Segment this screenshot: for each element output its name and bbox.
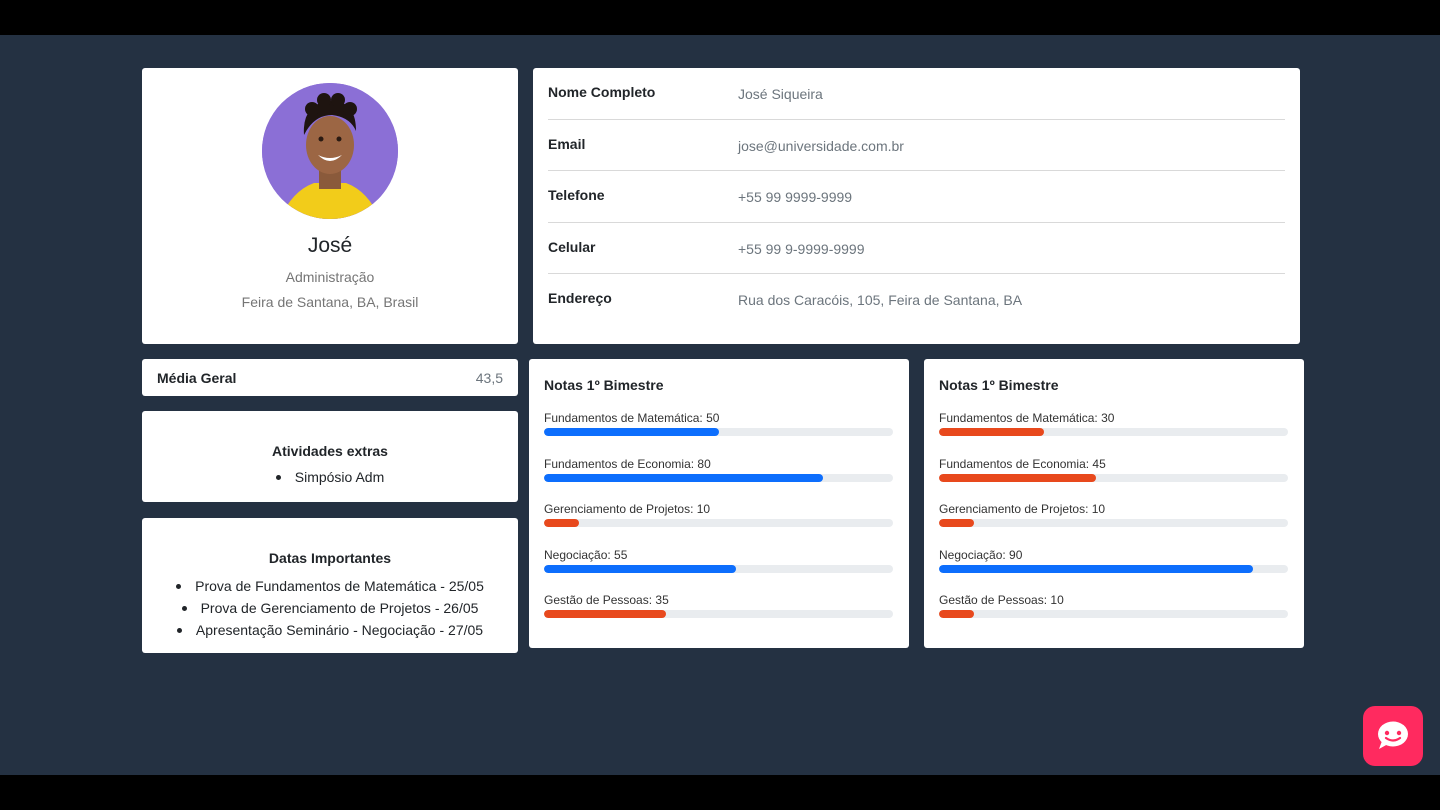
progress-fill: [544, 610, 667, 618]
info-card: Nome Completo José Siqueira Email jose@u…: [533, 68, 1300, 344]
progress-fill: [544, 519, 579, 527]
info-row-telefone: Telefone +55 99 9999-9999: [548, 171, 1285, 223]
grade-label: Fundamentos de Economia: 45: [939, 456, 1106, 471]
list-item: Prova de Fundamentos de Matemática - 25/…: [142, 575, 518, 597]
avatar: [262, 83, 398, 219]
chat-button[interactable]: [1363, 706, 1423, 766]
info-label: Nome Completo: [548, 84, 656, 100]
progress-fill: [939, 473, 1097, 482]
profile-card: José Administração Feira de Santana, BA,…: [142, 68, 518, 344]
grade-item: Fundamentos de Economia: 45: [939, 457, 1288, 503]
grade-label: Negociação: 55: [544, 547, 628, 562]
grades-title: Notas 1º Bimestre: [939, 377, 1059, 393]
progress-track: [544, 610, 893, 618]
progress-track: [939, 519, 1288, 527]
progress-fill: [544, 428, 719, 436]
progress-track: [544, 428, 893, 436]
bullet-icon: [275, 474, 281, 480]
grade-item: Gerenciamento de Projetos: 10: [544, 502, 893, 548]
datas-card: Datas Importantes Prova de Fundamentos d…: [142, 518, 518, 653]
progress-fill: [939, 610, 974, 618]
list-item: Apresentação Seminário - Negociação - 27…: [142, 619, 518, 641]
info-row-nome: Nome Completo José Siqueira: [548, 68, 1285, 120]
chat-bubble-icon: [1378, 721, 1408, 749]
info-value: jose@universidade.com.br: [738, 137, 904, 154]
grade-item: Gestão de Pessoas: 10: [939, 593, 1288, 639]
dashboard: José Administração Feira de Santana, BA,…: [0, 35, 1440, 775]
list-item: Prova de Gerenciamento de Projetos - 26/…: [142, 597, 518, 619]
grade-item: Negociação: 55: [544, 548, 893, 594]
info-label: Endereço: [548, 290, 612, 307]
grade-label: Gerenciamento de Projetos: 10: [939, 502, 1106, 516]
media-geral-value: 43,5: [475, 370, 503, 386]
grade-item: Fundamentos de Matemática: 50: [544, 411, 893, 457]
info-value: José Siqueira: [738, 86, 823, 102]
grades-card-2: Notas 1º Bimestre Fundamentos de Matemát…: [924, 359, 1304, 648]
info-row-celular: Celular +55 99 9-9999-9999: [548, 223, 1285, 275]
grades-title: Notas 1º Bimestre: [544, 377, 664, 393]
progress-track: [939, 610, 1288, 618]
profile-location: Feira de Santana, BA, Brasil: [241, 294, 419, 310]
progress-fill: [544, 473, 824, 482]
profile-course: Administração: [285, 269, 375, 285]
info-value: +55 99 9999-9999: [738, 189, 853, 206]
info-label: Celular: [548, 238, 596, 255]
progress-fill: [939, 564, 1254, 573]
info-label: Telefone: [548, 187, 605, 204]
grade-item: Fundamentos de Economia: 80: [544, 457, 893, 503]
progress-track: [939, 564, 1288, 573]
info-row-endereco: Endereço Rua dos Caracóis, 105, Feira de…: [548, 274, 1285, 326]
datas-title: Datas Importantes: [268, 550, 392, 566]
progress-track: [544, 519, 893, 527]
grade-label: Fundamentos de Matemática: 50: [544, 411, 720, 425]
grade-label: Gestão de Pessoas: 35: [544, 593, 669, 607]
bullet-icon: [176, 627, 182, 633]
grade-item: Gestão de Pessoas: 35: [544, 593, 893, 639]
grade-item: Gerenciamento de Projetos: 10: [939, 502, 1288, 548]
atividades-title: Atividades extras: [272, 443, 388, 459]
progress-track: [544, 473, 893, 482]
media-geral-label: Média Geral: [157, 370, 237, 386]
atividades-card: Atividades extras Simpósio Adm: [142, 411, 518, 502]
progress-fill: [939, 519, 974, 527]
grades-list: Fundamentos de Matemática: 50 Fundamento…: [544, 411, 893, 639]
profile-name: José: [307, 234, 353, 257]
progress-track: [544, 564, 893, 573]
progress-fill: [939, 428, 1044, 436]
progress-fill: [544, 564, 736, 573]
datas-list: Prova de Fundamentos de Matemática - 25/…: [142, 575, 518, 641]
info-row-email: Email jose@universidade.com.br: [548, 120, 1285, 172]
grade-label: Fundamentos de Economia: 80: [544, 456, 711, 471]
media-geral-card: Média Geral 43,5: [142, 359, 518, 396]
progress-track: [939, 473, 1288, 482]
list-item-text: Prova de Fundamentos de Matemática - 25/…: [195, 578, 484, 594]
bullet-icon: [181, 605, 187, 611]
info-value: +55 99 9-9999-9999: [738, 240, 865, 257]
grade-label: Gerenciamento de Projetos: 10: [544, 502, 711, 516]
bullet-icon: [176, 583, 182, 589]
grade-item: Fundamentos de Matemática: 30: [939, 411, 1288, 457]
grade-label: Negociação: 90: [939, 547, 1023, 562]
info-value: Rua dos Caracóis, 105, Feira de Santana,…: [738, 292, 1023, 309]
avatar-photo: [262, 83, 398, 219]
list-item-text: Prova de Gerenciamento de Projetos - 26/…: [200, 600, 479, 616]
list-item: Simpósio Adm: [142, 469, 518, 485]
grade-label: Gestão de Pessoas: 10: [939, 593, 1064, 607]
progress-track: [939, 428, 1288, 436]
grades-list: Fundamentos de Matemática: 30 Fundamento…: [939, 411, 1288, 639]
info-label: Email: [548, 135, 586, 152]
list-item-text: Apresentação Seminário - Negociação - 27…: [195, 622, 484, 638]
atividades-list: Simpósio Adm: [142, 469, 518, 485]
grades-card-1: Notas 1º Bimestre Fundamentos de Matemát…: [529, 359, 909, 648]
grade-label: Fundamentos de Matemática: 30: [939, 411, 1115, 425]
grade-item: Negociação: 90: [939, 548, 1288, 594]
list-item-text: Simpósio Adm: [294, 469, 385, 485]
